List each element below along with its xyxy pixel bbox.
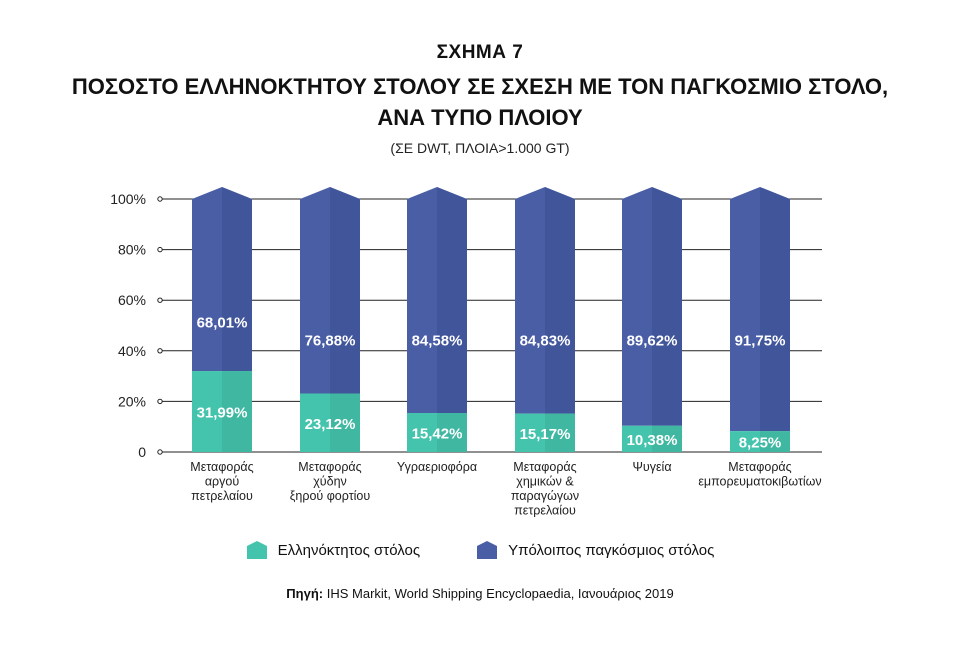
bar-greek-fleet-shade: [222, 371, 252, 452]
chart-title-line2: ΑΝΑ ΤΥΠΟ ΠΛΟΙΟΥ: [377, 105, 583, 130]
gridline-marker: [157, 297, 163, 303]
data-label-greek-fleet: 23,12%: [305, 416, 356, 433]
x-category-label: πετρελαίου: [191, 489, 253, 503]
x-category-label: Μεταφοράς: [728, 460, 791, 474]
gridline-marker: [157, 196, 163, 202]
y-tick-label: 80%: [118, 242, 146, 258]
data-label-greek-fleet: 10,38%: [627, 432, 678, 449]
x-category-label: Μεταφοράς: [298, 460, 361, 474]
x-category-label: πετρελαίου: [514, 504, 576, 518]
data-label-rest-fleet: 91,75%: [735, 333, 786, 350]
x-category-label: Μεταφοράς: [513, 460, 576, 474]
gridline-marker: [157, 398, 163, 405]
bar-greek-fleet: [515, 413, 575, 452]
legend-item-rest-fleet: Υπόλοιπος παγκόσμιος στόλος: [476, 540, 714, 560]
bar-rest-fleet-shade: [545, 187, 575, 414]
data-label-rest-fleet: 68,01%: [197, 315, 248, 332]
data-label-greek-fleet: 15,42%: [412, 425, 463, 442]
source-text: IHS Markit, World Shipping Encyclopaedia…: [323, 586, 674, 601]
x-category-label: Υγραεριοφόρα: [397, 460, 477, 474]
figure-number: ΣΧΗΜΑ 7: [436, 42, 524, 63]
y-tick-label: 0: [138, 444, 146, 460]
data-label-greek-fleet: 31,99%: [197, 405, 248, 422]
data-label-rest-fleet: 84,83%: [520, 333, 571, 350]
x-category-label: χύδην: [313, 475, 347, 489]
data-label-rest-fleet: 89,62%: [627, 333, 678, 350]
legend-swatch-greek-fleet: [246, 541, 267, 559]
x-category-label: χημικών &: [516, 475, 574, 489]
bar-greek-fleet-shade: [330, 393, 360, 452]
y-tick-label: 60%: [118, 292, 146, 308]
bar-greek-fleet-shade: [545, 413, 575, 452]
chart-title-line1: ΠΟΣΟΣΤΟ ΕΛΛΗΝΟΚΤΗΤΟΥ ΣΤΟΛΟΥ ΣΕ ΣΧΕΣΗ ΜΕ …: [71, 74, 889, 99]
gridline-marker: [157, 348, 163, 354]
bar-rest-fleet-shade: [760, 187, 790, 432]
gridline-marker: [157, 449, 163, 455]
legend-label-rest-fleet: Υπόλοιπος παγκόσμιος στόλος: [508, 541, 715, 559]
y-tick-label: 20%: [118, 393, 146, 409]
x-category-label: αργού: [205, 475, 240, 489]
chart-subtitle: (ΣΕ DWT, ΠΛΟΙΑ>1.000 GT): [390, 140, 570, 156]
source-note: Πηγή: IHS Markit, World Shipping Encyclo…: [0, 586, 960, 601]
data-label-greek-fleet: 15,17%: [520, 426, 571, 443]
data-label-greek-fleet: 8,25%: [739, 435, 782, 452]
legend-label-greek-fleet: Ελληνόκτητος στόλος: [277, 541, 421, 559]
legend-swatch-rest-fleet: [477, 541, 498, 559]
bar-rest-fleet-shade: [222, 187, 252, 372]
y-tick-label: 100%: [110, 191, 146, 207]
x-category-label: ξηρού φορτίου: [290, 489, 371, 503]
data-label-rest-fleet: 76,88%: [305, 333, 356, 350]
x-category-label: Ψυγεία: [632, 460, 671, 474]
gridline-marker: [157, 246, 163, 253]
bar-rest-fleet-shade: [437, 187, 467, 413]
bar-greek-fleet-shade: [760, 431, 790, 452]
legend-item-greek-fleet: Ελληνόκτητος στόλος: [246, 540, 421, 560]
x-category-label: εμπορευματοκιβωτίων: [698, 475, 821, 489]
y-tick-label: 40%: [118, 343, 146, 359]
bar-greek-fleet: [622, 425, 682, 452]
bar-rest-fleet-shade: [652, 187, 682, 426]
bar-greek-fleet-shade: [652, 425, 682, 452]
bar-greek-fleet: [407, 412, 467, 452]
legend: Ελληνόκτητος στόλος Υπόλοιπος παγκόσμιος…: [0, 540, 960, 560]
bar-greek-fleet: [300, 393, 360, 452]
bar-greek-fleet: [730, 431, 790, 452]
source-label: Πηγή:: [286, 586, 324, 601]
bar-greek-fleet-shade: [437, 412, 467, 452]
data-label-rest-fleet: 84,58%: [412, 333, 463, 350]
bar-rest-fleet-shade: [330, 187, 360, 394]
x-category-label: παραγώγων: [511, 489, 579, 503]
bar-greek-fleet: [192, 371, 252, 452]
x-category-label: Μεταφοράς: [190, 460, 253, 474]
